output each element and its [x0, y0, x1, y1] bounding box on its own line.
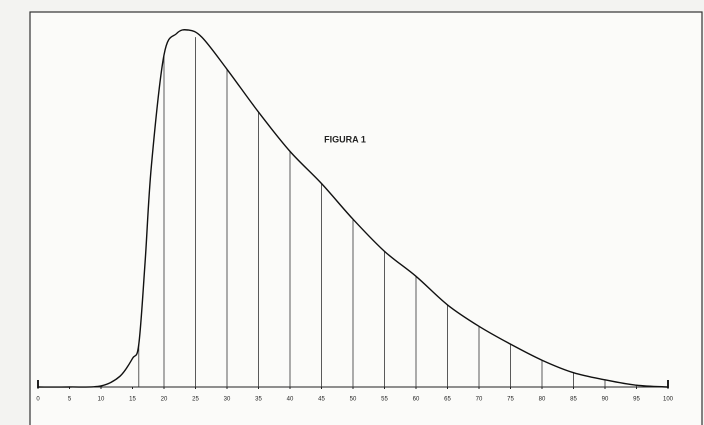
chart-title: FIGURA 1: [324, 134, 366, 144]
x-tick-label: 85: [570, 397, 577, 403]
x-tick-label: 30: [224, 397, 231, 403]
x-tick-label: 95: [633, 397, 640, 403]
x-tick-label: 10: [98, 397, 105, 403]
x-tick-label: 0: [36, 397, 40, 403]
x-tick-label: 5: [68, 397, 72, 403]
x-tick-label: 75: [507, 397, 514, 403]
curve: [37, 29, 669, 388]
x-tick-label: 50: [350, 397, 357, 403]
x-tick-label: 35: [255, 397, 262, 403]
x-tick-label: 80: [539, 397, 546, 403]
x-tick-label: 65: [444, 397, 451, 403]
x-tick-label: 60: [413, 397, 420, 403]
x-tick-label: 70: [476, 397, 483, 403]
x-tick-label: 15: [129, 397, 136, 403]
x-tick-label: 40: [287, 397, 294, 403]
x-tick-label: 25: [192, 397, 199, 403]
end-marker: [667, 380, 669, 388]
frame: [29, 11, 703, 425]
x-tick-label: 55: [381, 397, 388, 403]
x-tick-label: 20: [161, 397, 168, 403]
x-tick-label: 100: [663, 397, 674, 403]
x-tick-label: 90: [602, 397, 609, 403]
end-marker: [37, 380, 39, 388]
x-tick-label: 45: [318, 397, 325, 403]
